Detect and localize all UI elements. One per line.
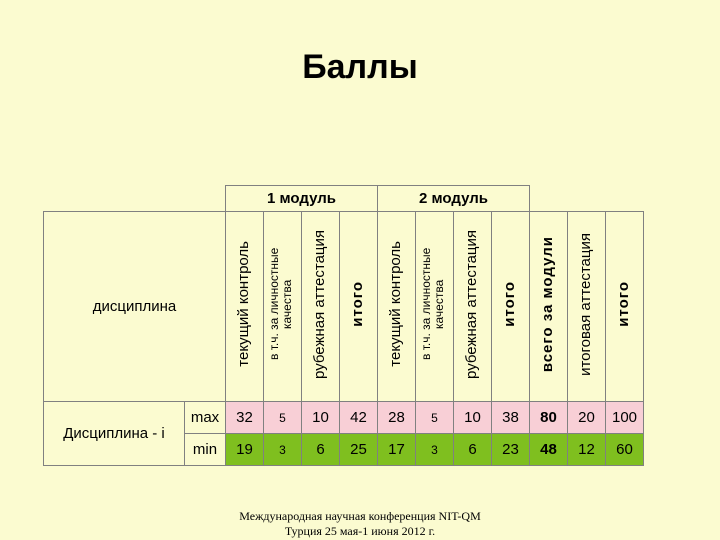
discipline-row-label: Дисциплина - i: [43, 401, 185, 466]
col-header-current-control-1: текущий контроль: [225, 211, 264, 402]
points-table: 1 модуль 2 модуль дисциплина текущий кон…: [43, 185, 644, 466]
group-header-module-1: 1 модуль: [225, 185, 378, 212]
cell-max-current-2: 28: [377, 401, 416, 434]
cell-max-total-1: 42: [339, 401, 378, 434]
col-header-final-attestation: итоговая аттестация: [567, 211, 606, 402]
group-header-module-2: 2 модуль: [377, 185, 530, 212]
cell-min-personal-1: 3: [263, 433, 302, 466]
group-header-row: 1 модуль 2 модуль: [44, 185, 644, 212]
cell-max-personal-2: 5: [415, 401, 454, 434]
footer-conference: Международная научная конференция NIT-QM: [239, 509, 481, 523]
cell-min-milestone-2: 6: [453, 433, 492, 466]
cell-min-modules-total: 48: [529, 433, 568, 466]
cell-min-grand-total: 60: [605, 433, 644, 466]
col-header-current-control-2: текущий контроль: [377, 211, 416, 402]
cell-min-milestone-1: 6: [301, 433, 340, 466]
cell-max-milestone-2: 10: [453, 401, 492, 434]
col-header-total-2: итого: [491, 211, 530, 402]
row-label-min: min: [184, 433, 226, 466]
col-header-milestone-2: рубежная аттестация: [453, 211, 492, 402]
cell-max-final: 20: [567, 401, 606, 434]
col-header-grand-total: итого: [605, 211, 644, 402]
cell-min-total-2: 23: [491, 433, 530, 466]
cell-min-total-1: 25: [339, 433, 378, 466]
discipline-header: дисциплина: [43, 211, 226, 402]
cell-min-current-1: 19: [225, 433, 264, 466]
table-row-min: min 19 3 6 25 17 3 6 23 48 12 60: [44, 433, 644, 466]
footer: Международная научная конференция NIT-QM…: [0, 509, 720, 539]
cell-max-current-1: 32: [225, 401, 264, 434]
cell-max-grand-total: 100: [605, 401, 644, 434]
col-header-modules-total: всего за модули: [529, 211, 568, 402]
table-row-max: Дисциплина - i max 32 5 10 42 28 5 10 38…: [43, 401, 644, 466]
col-header-personal-qualities-2: в т.ч. за личностные качества: [415, 211, 454, 402]
cell-max-modules-total: 80: [529, 401, 568, 434]
cell-max-total-2: 38: [491, 401, 530, 434]
col-header-milestone-1: рубежная аттестация: [301, 211, 340, 402]
cell-min-final: 12: [567, 433, 606, 466]
column-header-row: дисциплина текущий контроль в т.ч. за ли…: [43, 211, 644, 402]
slide-title: Баллы: [302, 48, 418, 86]
cell-max-milestone-1: 10: [301, 401, 340, 434]
col-header-total-1: итого: [339, 211, 378, 402]
cell-max-personal-1: 5: [263, 401, 302, 434]
cell-min-personal-2: 3: [415, 433, 454, 466]
footer-dates: Турция 25 мая-1 июня 2012 г.: [284, 524, 436, 538]
row-label-max: max: [184, 401, 226, 434]
cell-min-current-2: 17: [377, 433, 416, 466]
col-header-personal-qualities-1: в т.ч. за личностные качества: [263, 211, 302, 402]
